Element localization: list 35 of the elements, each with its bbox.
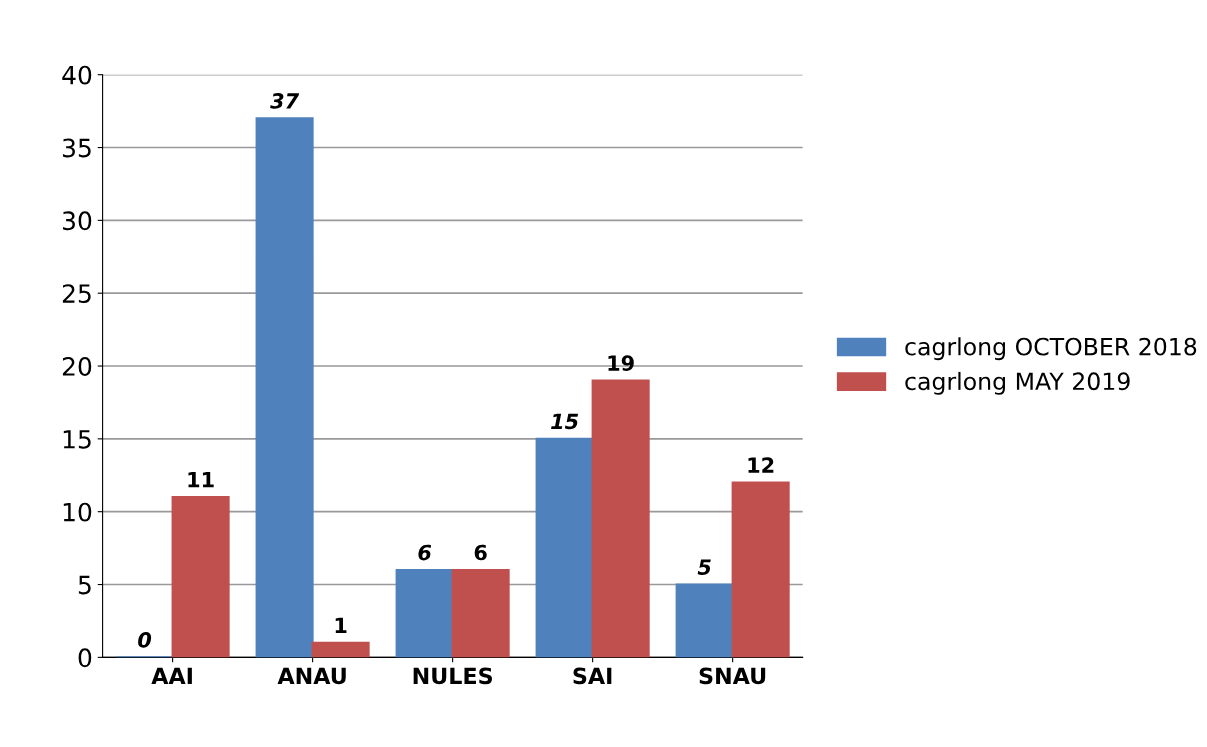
bar: [311, 641, 370, 658]
bar: [675, 583, 734, 658]
legend-label: cagrlong OCTOBER 2018: [905, 337, 1197, 361]
y-tick-label: 25: [62, 284, 91, 304]
y-tick-label: 20: [62, 356, 92, 376]
data-label: 37: [270, 93, 300, 109]
data-label: 6: [418, 544, 432, 561]
y-tick-label: 30: [62, 211, 92, 231]
bar: [731, 481, 790, 658]
x-tick-label: SAI: [573, 667, 612, 685]
y-tick-label: 15: [63, 430, 91, 449]
bar: [535, 437, 594, 658]
legend-label: cagrlong MAY 2019: [905, 371, 1130, 395]
y-tick-label: 5: [78, 575, 91, 595]
bar: [171, 496, 230, 658]
data-label: 12: [748, 457, 774, 473]
x-tick-label: AAI: [151, 667, 192, 684]
y-tick-label: 35: [62, 138, 91, 158]
data-label: 15: [551, 413, 579, 430]
y-tick-label: 10: [63, 502, 92, 522]
data-label: 0: [138, 632, 152, 648]
data-label: 5: [697, 559, 711, 575]
bar: [255, 117, 314, 658]
x-tick-label: SNAU: [699, 667, 766, 685]
data-label: 1: [335, 617, 347, 633]
y-tick-label: 0: [78, 648, 92, 668]
bar: [451, 568, 510, 658]
x-tick-label: ANAU: [277, 667, 346, 685]
data-label: 6: [474, 544, 487, 561]
bar: [591, 379, 650, 658]
data-label: 11: [188, 472, 214, 488]
bar: [395, 568, 454, 658]
y-tick-label: 40: [62, 65, 92, 85]
x-tick-label: NULES: [413, 667, 492, 685]
data-label: 19: [608, 355, 634, 371]
